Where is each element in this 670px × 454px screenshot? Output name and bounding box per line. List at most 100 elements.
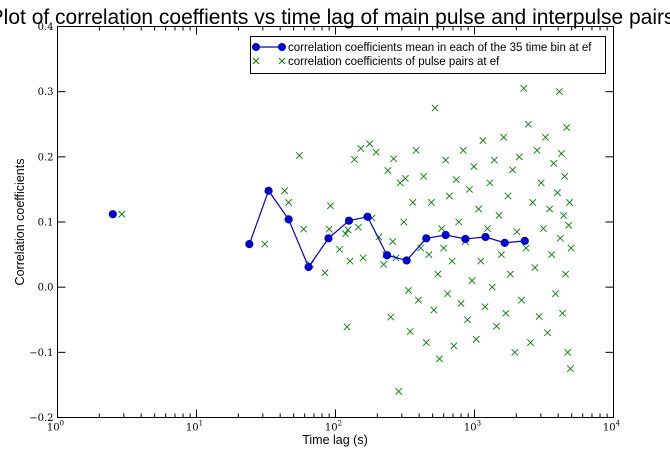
- scatter-point-pulse-pair: [527, 339, 535, 347]
- mean-point: [264, 186, 273, 195]
- x-tick-label: 103: [464, 420, 481, 434]
- x-tick-label: 101: [186, 420, 203, 434]
- mean-point: [441, 230, 450, 240]
- scatter-point-pulse-pair: [504, 192, 512, 200]
- x-axis: 100 101 102 103 104: [47, 26, 621, 434]
- scatter-point-pulse-pair: [535, 312, 543, 321]
- scatter-point-pulse-pair: [560, 211, 568, 220]
- y-tick-label: 0.0: [38, 283, 54, 294]
- scatter-point-pulse-pair: [431, 104, 439, 112]
- mean-point: [245, 240, 254, 249]
- legend-marker-circle: [278, 43, 286, 51]
- scatter-point-pulse-pair: [457, 299, 465, 307]
- scatter-point-pulse-pair: [533, 146, 541, 154]
- plot-frame: [57, 26, 614, 418]
- scatter-point-pulse-pair: [359, 254, 367, 262]
- scatter-point-pulse-pair: [427, 198, 435, 206]
- legend-marker-x: [252, 57, 260, 65]
- scatter-point-pulse-pair: [475, 205, 483, 213]
- scatter-point-pulse-pair: [430, 306, 438, 314]
- scatter-point-pulse-pair: [479, 137, 487, 145]
- mean-point: [520, 236, 529, 245]
- y-tick-label: 0.2: [38, 152, 54, 163]
- mean-point: [422, 234, 431, 243]
- scatter-point-pulse-pair: [502, 309, 510, 317]
- scatter-point-pulse-pair: [559, 309, 567, 317]
- scatter-point-pulse-pair: [546, 205, 554, 213]
- y-tick-label: −0.1: [29, 348, 53, 359]
- x-tick-label: 104: [603, 420, 621, 434]
- scatter-point-pulse-pair: [420, 172, 428, 180]
- scatter-point-pulse-pair: [341, 230, 350, 238]
- mean-point: [500, 238, 509, 247]
- scatter-point-pulse-pair: [488, 283, 496, 291]
- scatter-point-pulse-pair: [509, 166, 517, 174]
- mean-point: [304, 262, 313, 272]
- chart-title: Plot of correlation coeffients vs time l…: [0, 6, 670, 29]
- scatter-point-pulse-pair: [465, 185, 473, 193]
- scatter-point-pulse-pair: [522, 244, 530, 252]
- scatter-point-pulse-pair: [417, 244, 425, 252]
- mean-point: [402, 256, 411, 265]
- scatter-point-pulse-pair: [541, 133, 549, 141]
- scatter-point-pulse-pair: [380, 260, 388, 268]
- scatter-point-pulse-pair: [285, 198, 293, 206]
- scatter-point-pulse-pair: [409, 198, 417, 206]
- scatter-point-pulse-pair: [531, 264, 539, 272]
- legend: correlation coefficients mean in each of…: [250, 36, 606, 74]
- legend-marker-x: [278, 57, 286, 65]
- scatter-point-pulse-pair: [326, 202, 334, 210]
- x-tick-label: 102: [325, 420, 342, 434]
- legend-label-pairs: correlation coefficients of pulse pairs …: [288, 56, 500, 68]
- scatter-point-pulse-pair: [412, 146, 420, 154]
- scatter-point-pulse-pair: [321, 269, 329, 277]
- scatter-point-pulse-pair: [539, 224, 547, 233]
- scatter-point-pulse-pair: [354, 223, 362, 231]
- scatter-point-pulse-pair: [445, 192, 453, 200]
- y-axis: −0.2 −0.1 0.0 0.1 0.2 0.3 0.4: [29, 22, 614, 424]
- scatter-point-pulse-pair: [566, 198, 574, 206]
- mean-point: [324, 234, 333, 243]
- mean-point: [382, 251, 392, 260]
- scatter-point-pulse-pair: [281, 187, 289, 195]
- scatter-point-pulse-pair: [295, 152, 303, 160]
- scatter-point-pulse-pair: [406, 327, 414, 335]
- mean-point: [284, 215, 293, 224]
- scatter-point-pulse-pair: [556, 234, 564, 242]
- scatter-point-pulse-pair: [414, 296, 422, 304]
- mean-point: [461, 234, 470, 244]
- scatter-point-pulse-pair: [562, 270, 570, 278]
- scatter-point-pulse-pair: [563, 123, 571, 132]
- mean-point: [344, 216, 354, 225]
- scatter-point-pulse-pair: [422, 339, 430, 347]
- scatter-point-pulse-pair: [555, 88, 563, 96]
- mean-point: [108, 210, 117, 219]
- scatter-point-pulse-pair: [389, 238, 397, 246]
- y-axis-label: Correlation coefficients: [13, 159, 27, 286]
- scatter-point-pulse-pair: [384, 166, 392, 175]
- scatter-point-pulse-pair: [435, 355, 444, 363]
- legend-box: [250, 36, 606, 74]
- scatter-point-pulse-pair: [561, 172, 569, 180]
- scatter-point-pulse-pair: [118, 210, 126, 218]
- scatter-point-pulse-pair: [566, 365, 574, 373]
- scatter-point-pulse-pair: [552, 290, 560, 298]
- scatter-point-pulse-pair: [440, 244, 448, 252]
- scatter-point-pulse-pair: [463, 316, 471, 324]
- scatter-point-pulse-pair: [448, 257, 456, 265]
- scatter-point-pulse-pair: [495, 211, 503, 220]
- scatter-point-pulse-pair: [472, 335, 480, 343]
- scatter-point-pulse-pair: [543, 329, 551, 337]
- scatter-point-pulse-pair: [455, 218, 463, 226]
- scatter-point-pulse-pair: [511, 348, 519, 356]
- scatter-point-pulse-pair: [357, 144, 365, 152]
- mean-point: [363, 212, 372, 221]
- scatter-point-pulse-pair: [336, 245, 344, 253]
- scatter-point-pulse-pair: [444, 290, 452, 298]
- scatter-point-pulse-pair: [506, 270, 514, 278]
- scatter-point-pulse-pair: [490, 156, 498, 164]
- scatter-point-pulse-pair: [425, 251, 433, 259]
- scatter-point-pulse-pair: [452, 176, 460, 184]
- y-tick-label: 0.1: [38, 218, 54, 229]
